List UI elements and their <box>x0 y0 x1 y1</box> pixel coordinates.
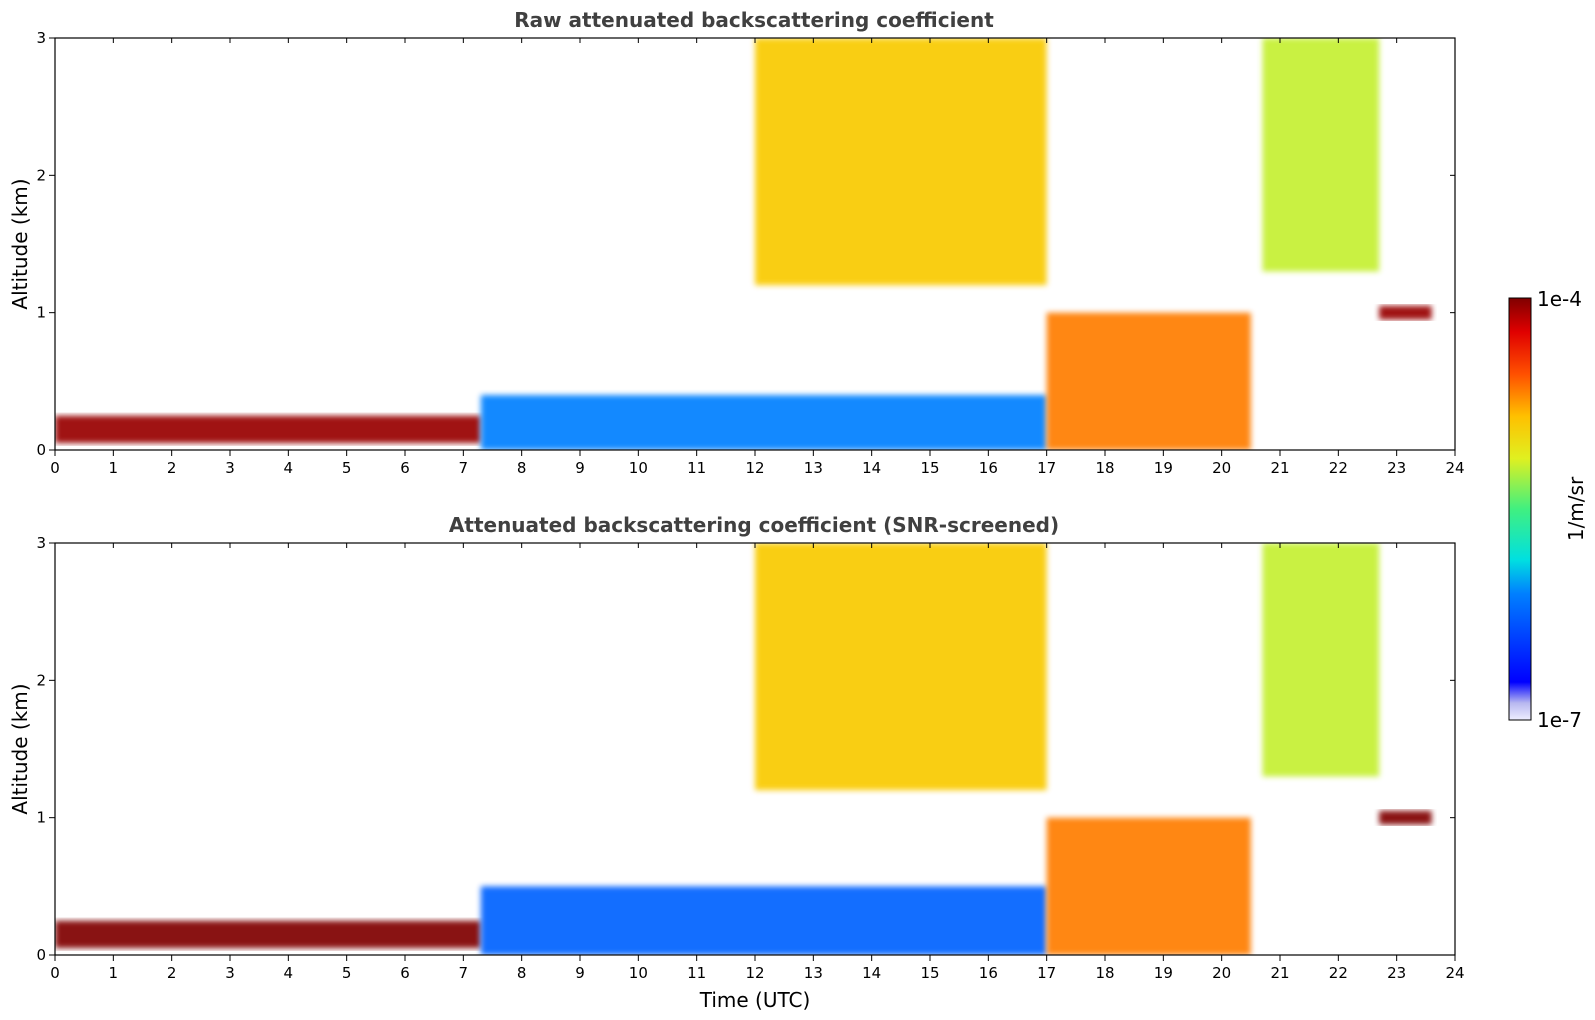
y-tick-label: 0 <box>36 946 46 964</box>
x-tick-label: 23 <box>1387 964 1406 982</box>
x-tick-label: 23 <box>1387 459 1406 477</box>
panel-screened-title: Attenuated backscattering coefficient (S… <box>449 513 1059 537</box>
x-tick-label: 15 <box>920 459 939 477</box>
panel-screened-ylabel: Altitude (km) <box>8 683 32 814</box>
x-tick-label: 19 <box>1154 964 1173 982</box>
heatmap-region-boundary-layer <box>55 920 481 949</box>
x-tick-label: 8 <box>517 964 527 982</box>
panel-screened: Attenuated backscattering coefficient (S… <box>8 513 1465 1012</box>
heatmap-region-cloud-base <box>1379 305 1432 320</box>
panel-raw-y-ticks: 0 1 2 3 <box>36 29 1455 459</box>
x-tick-label: 22 <box>1329 459 1348 477</box>
x-tick-label: 12 <box>745 459 764 477</box>
x-tick-label: 9 <box>575 964 585 982</box>
heatmap-region-rain-column <box>1046 817 1251 955</box>
panel-raw-ylabel: Altitude (km) <box>8 178 32 309</box>
x-tick-label: 15 <box>920 964 939 982</box>
x-tick-label: 2 <box>167 964 177 982</box>
x-tick-label: 16 <box>979 964 998 982</box>
x-tick-label: 7 <box>459 964 469 982</box>
x-tick-label: 24 <box>1445 964 1464 982</box>
x-tick-label: 5 <box>342 964 352 982</box>
x-tick-label: 12 <box>745 964 764 982</box>
colorbar-min-label: 1e-7 <box>1537 708 1582 732</box>
y-tick-label: 1 <box>36 809 46 827</box>
x-tick-label: 10 <box>629 964 648 982</box>
x-tick-label: 20 <box>1212 964 1231 982</box>
panel-screened-xlabel: Time (UTC) <box>699 988 811 1012</box>
panel-raw: Raw attenuated backscattering coefficien… <box>8 8 1465 477</box>
x-tick-label: 0 <box>50 459 60 477</box>
x-tick-label: 2 <box>167 459 177 477</box>
y-tick-label: 3 <box>36 29 46 47</box>
x-tick-label: 11 <box>687 459 706 477</box>
x-tick-label: 6 <box>400 964 410 982</box>
y-tick-label: 3 <box>36 534 46 552</box>
panel-screened-y-ticks: 0 1 2 3 <box>36 534 1455 964</box>
heatmap-region-cloud-base <box>1379 810 1432 825</box>
colorbar-unit-label: 1/m/sr <box>1564 476 1588 541</box>
colorbar: 1e-4 1e-7 1/m/sr <box>1508 287 1588 732</box>
heatmap-region-aerosol-layer <box>480 886 1047 955</box>
x-tick-label: 13 <box>804 964 823 982</box>
x-tick-label: 20 <box>1212 459 1231 477</box>
panel-raw-heatmap <box>55 38 1432 450</box>
panel-raw-x-ticks: 0 1 2 3 4 5 6 7 8 9 10 11 12 13 14 15 16 17 18 19 20 21 22 23 24 <box>50 38 1465 477</box>
panel-raw-title: Raw attenuated backscattering coefficien… <box>514 8 994 32</box>
x-tick-label: 0 <box>50 964 60 982</box>
x-tick-label: 7 <box>459 459 469 477</box>
x-tick-label: 21 <box>1270 964 1289 982</box>
y-tick-label: 0 <box>36 441 46 459</box>
x-tick-label: 1 <box>109 964 119 982</box>
heatmap-region-upper-cloud <box>755 38 1047 286</box>
x-tick-label: 17 <box>1037 459 1056 477</box>
colorbar-ramp <box>1508 297 1532 721</box>
x-tick-label: 18 <box>1095 964 1114 982</box>
x-tick-label: 22 <box>1329 964 1348 982</box>
x-tick-label: 10 <box>629 459 648 477</box>
x-tick-label: 18 <box>1095 459 1114 477</box>
x-tick-label: 1 <box>109 459 119 477</box>
panel-screened-x-ticks: 0 1 2 3 4 5 6 7 8 9 10 11 12 13 14 15 16 17 18 19 20 21 22 23 24 <box>50 543 1465 982</box>
x-tick-label: 11 <box>687 964 706 982</box>
x-tick-label: 14 <box>862 964 881 982</box>
y-tick-label: 1 <box>36 304 46 322</box>
x-tick-label: 3 <box>225 964 235 982</box>
heatmap-region-high-cloud <box>1262 543 1380 777</box>
x-tick-label: 21 <box>1270 459 1289 477</box>
heatmap-region-rain-column <box>1046 312 1251 450</box>
x-tick-label: 24 <box>1445 459 1464 477</box>
x-tick-label: 19 <box>1154 459 1173 477</box>
x-tick-label: 16 <box>979 459 998 477</box>
y-tick-label: 2 <box>36 671 46 689</box>
x-tick-label: 4 <box>284 459 294 477</box>
heatmap-region-upper-cloud <box>755 543 1047 791</box>
colorbar-max-label: 1e-4 <box>1537 287 1582 311</box>
x-tick-label: 6 <box>400 459 410 477</box>
heatmap-region-high-cloud <box>1262 38 1380 272</box>
x-tick-label: 14 <box>862 459 881 477</box>
x-tick-label: 9 <box>575 459 585 477</box>
x-tick-label: 8 <box>517 459 527 477</box>
x-tick-label: 3 <box>225 459 235 477</box>
x-tick-label: 13 <box>804 459 823 477</box>
panel-screened-heatmap <box>55 543 1432 955</box>
heatmap-region-boundary-layer <box>55 415 481 444</box>
x-tick-label: 17 <box>1037 964 1056 982</box>
x-tick-label: 5 <box>342 459 352 477</box>
heatmap-region-aerosol-layer <box>480 395 1047 450</box>
x-tick-label: 4 <box>284 964 294 982</box>
y-tick-label: 2 <box>36 166 46 184</box>
